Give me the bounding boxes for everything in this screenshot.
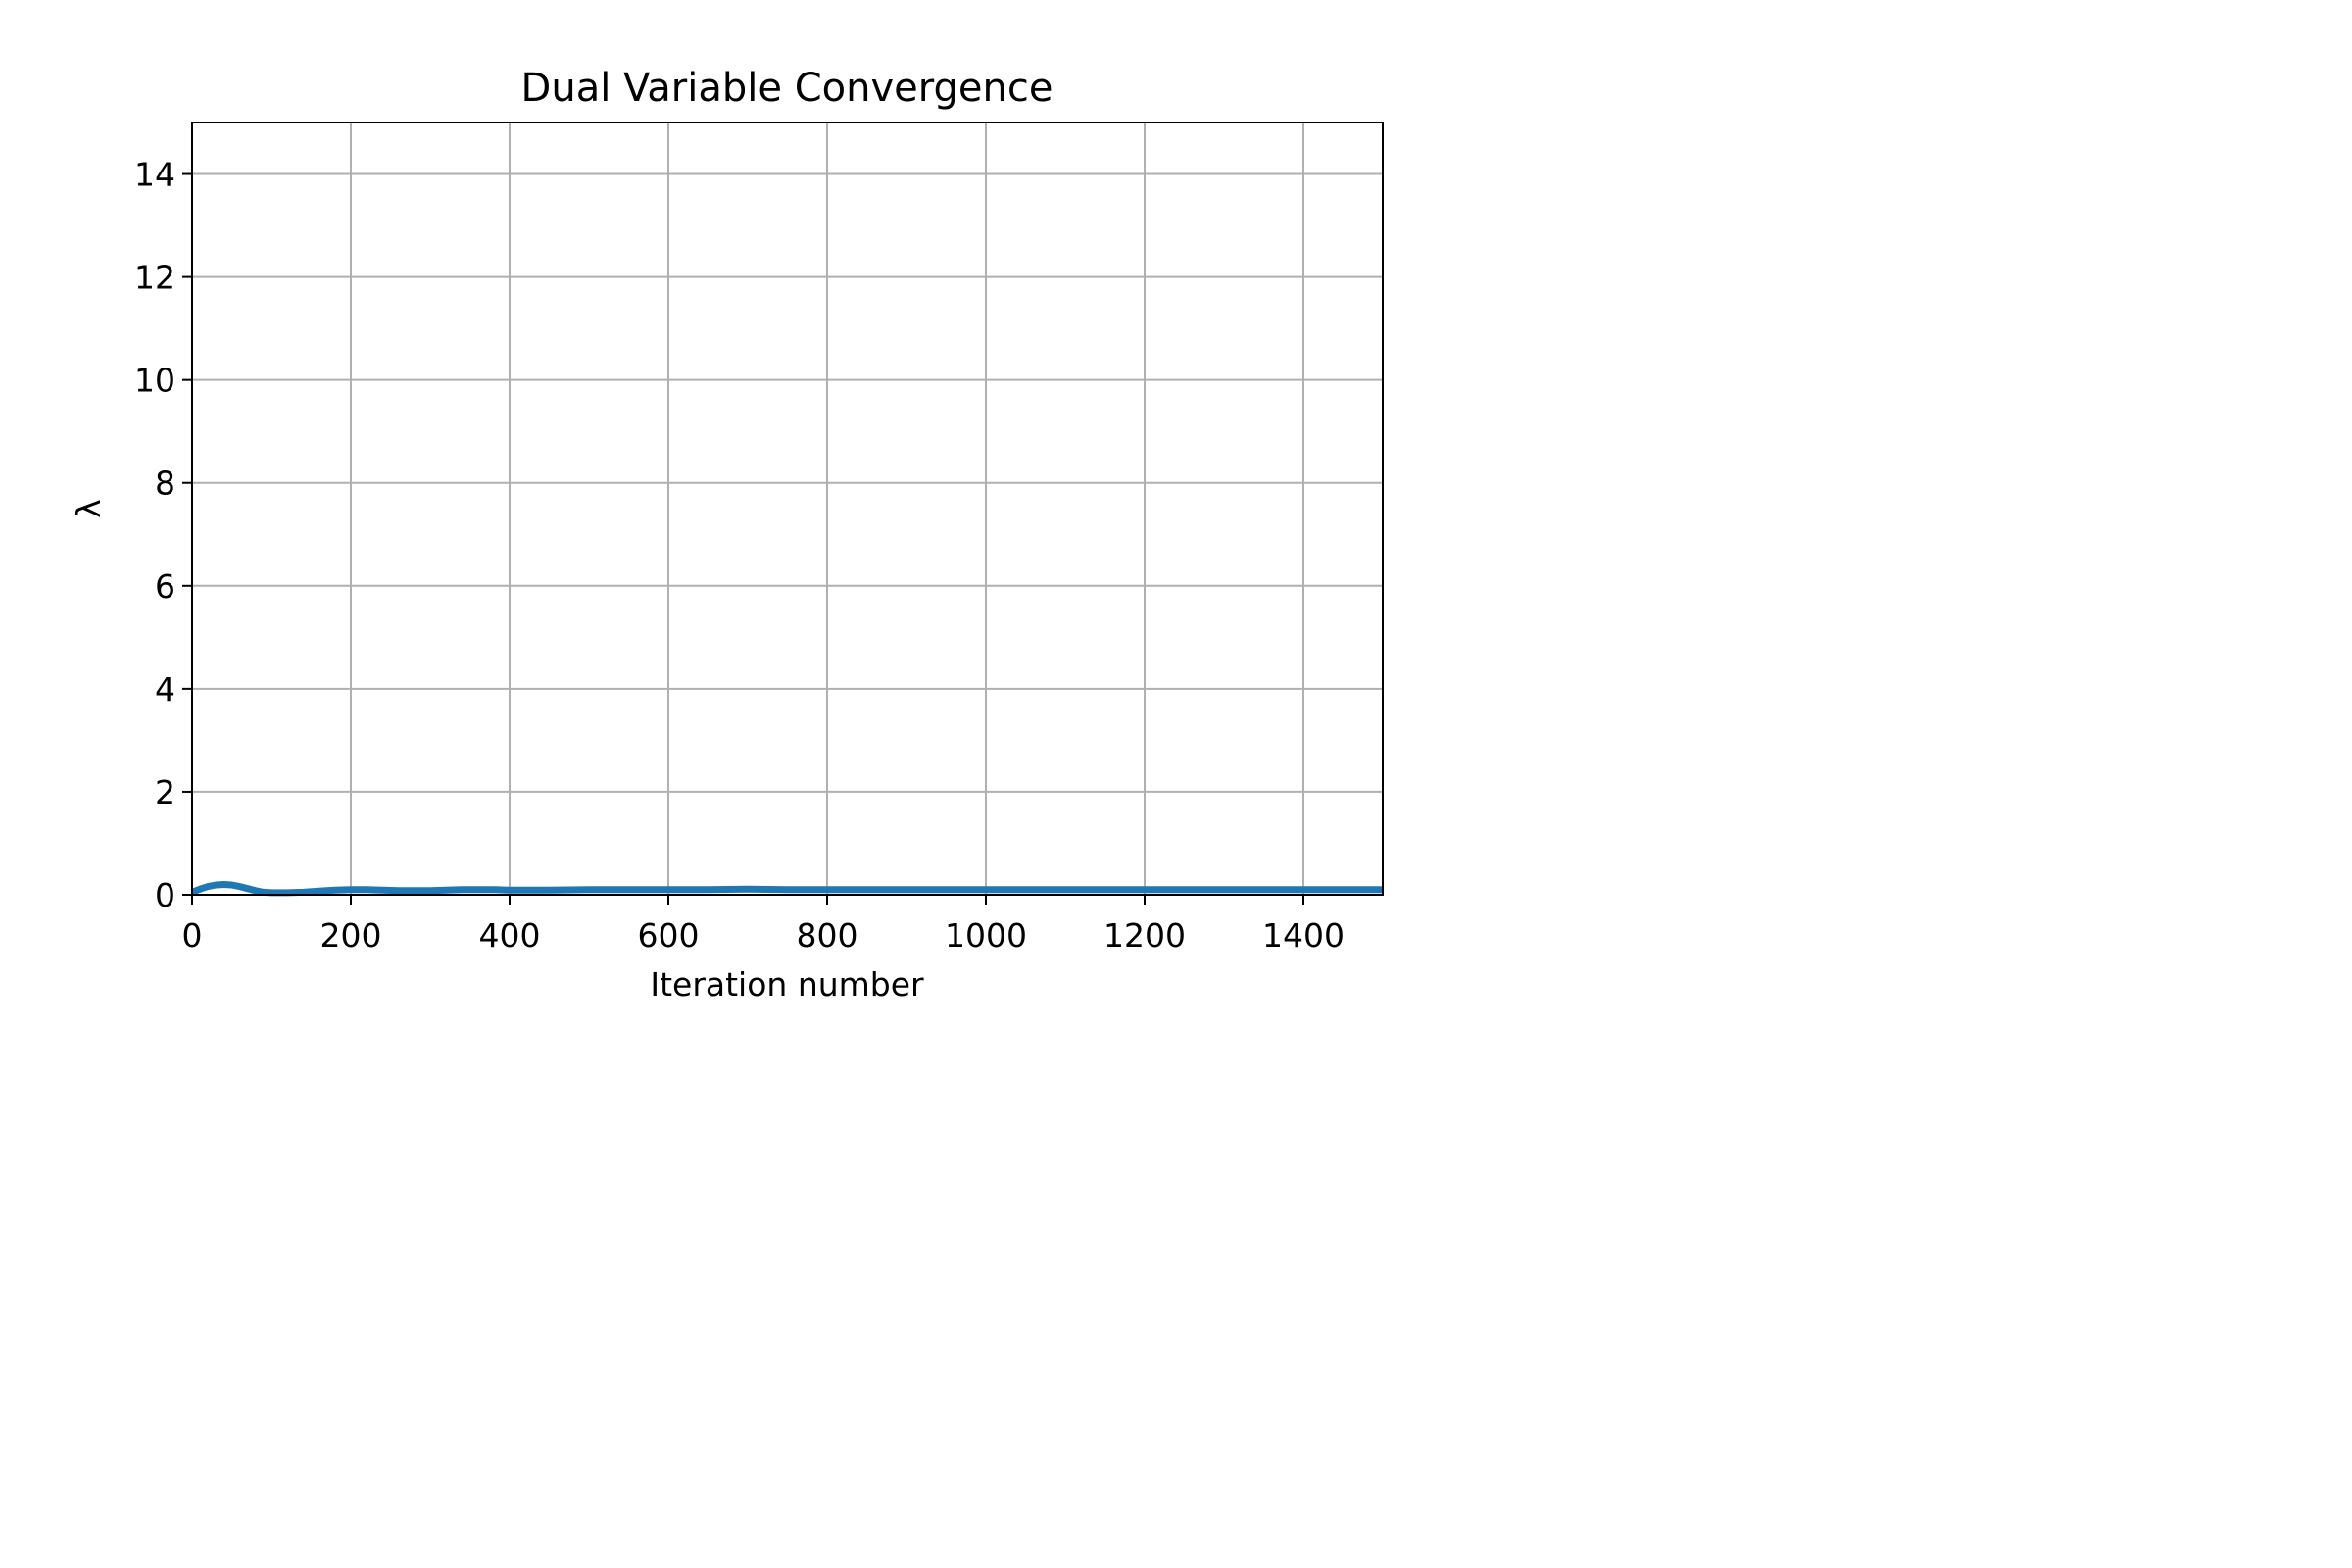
x-axis-label: Iteration number (650, 965, 924, 1004)
x-axis-ticks: 0 200 400 600 800 1000 1200 1400 (182, 895, 1345, 955)
y-axis-ticks: 0 2 4 6 8 10 12 14 (134, 156, 192, 914)
y-tick-label: 12 (134, 259, 175, 297)
x-tick-label: 1400 (1262, 916, 1345, 955)
x-tick-label: 1200 (1103, 916, 1186, 955)
series-line (190, 881, 1383, 897)
x-tick-label: 0 (182, 916, 203, 955)
x-tick-label: 400 (479, 916, 541, 955)
y-tick-label: 4 (155, 670, 175, 709)
grid-lines (191, 122, 1383, 896)
chart-container: Dual Variable Convergence 0 200 400 600 800 1… (0, 0, 1515, 1039)
y-tick-label: 14 (134, 156, 175, 194)
data-series (190, 881, 1383, 897)
y-tick-label: 8 (155, 465, 175, 503)
chart-title: Dual Variable Convergence (521, 66, 1054, 111)
plot-frame (191, 122, 1384, 896)
x-tick-label: 1000 (945, 916, 1027, 955)
x-tick-label: 800 (797, 916, 858, 955)
x-tick-label: 600 (638, 916, 700, 955)
y-axis-label: λ (70, 499, 108, 518)
x-tick-label: 200 (320, 916, 382, 955)
y-tick-label: 0 (155, 876, 175, 914)
line-chart: Dual Variable Convergence 0 200 400 600 800 1… (70, 66, 1384, 1004)
y-tick-label: 6 (155, 567, 175, 606)
y-tick-label: 10 (134, 362, 175, 400)
y-tick-label: 2 (155, 773, 175, 811)
